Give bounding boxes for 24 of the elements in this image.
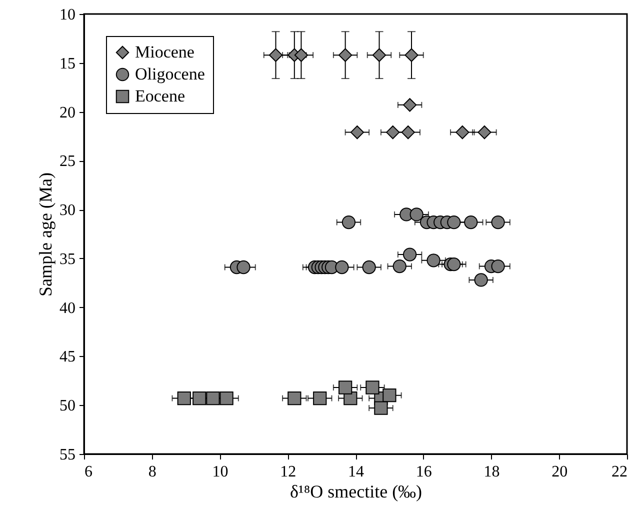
y-tick-label: 30 bbox=[60, 202, 76, 220]
y-tick-label: 20 bbox=[60, 104, 76, 122]
y-tick-label: 10 bbox=[60, 6, 76, 24]
y-tick-label: 40 bbox=[60, 300, 76, 317]
x-tick-label: 14 bbox=[348, 464, 364, 480]
y-axis-title: Sample age (Ma) bbox=[36, 172, 56, 296]
x-tick-label: 20 bbox=[552, 464, 568, 480]
y-tick-label: 50 bbox=[60, 398, 76, 415]
x-tick-label: 8 bbox=[148, 464, 156, 480]
legend-label: Miocene bbox=[135, 42, 194, 62]
y-tick-label: 55 bbox=[60, 446, 76, 464]
x-tick-label: 12 bbox=[280, 464, 296, 480]
x-tick-label: 18 bbox=[484, 464, 500, 480]
y-tick-label: 15 bbox=[60, 55, 76, 72]
y-tick-label: 45 bbox=[60, 348, 76, 366]
x-axis-title: δ¹⁸O smectite (‰) bbox=[290, 482, 422, 502]
x-tick-label: 22 bbox=[612, 464, 628, 480]
y-tick-label: 25 bbox=[60, 153, 76, 170]
legend-label: Oligocene bbox=[135, 64, 205, 84]
x-tick-label: 6 bbox=[84, 464, 92, 480]
x-tick-label: 16 bbox=[416, 464, 432, 480]
y-tick-label: 35 bbox=[60, 250, 76, 268]
x-tick-label: 10 bbox=[212, 464, 228, 480]
legend-label: Eocene bbox=[135, 86, 186, 106]
